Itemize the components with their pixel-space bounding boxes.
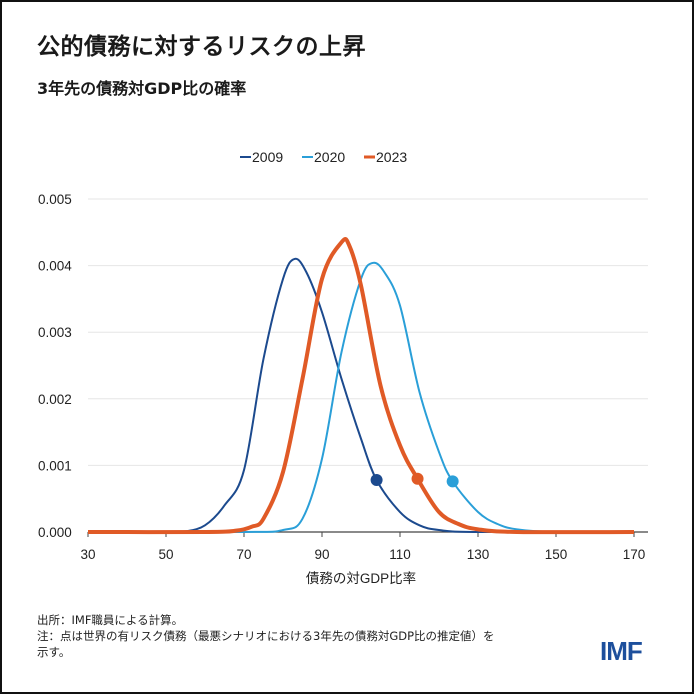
- x-tick-label: 150: [545, 547, 568, 562]
- y-tick-label: 0.000: [38, 525, 72, 540]
- x-tick-label: 90: [314, 547, 329, 562]
- imf-logo: IMF: [600, 636, 643, 666]
- note-line-2: 示す。: [37, 645, 71, 659]
- x-tick-label: 30: [80, 547, 95, 562]
- y-tick-label: 0.001: [38, 458, 72, 473]
- series-line-2009: [87, 257, 635, 534]
- source-note: 出所：IMF職員による計算。: [37, 613, 184, 627]
- chart-subtitle: 3年先の債務対GDP比の確率: [37, 79, 247, 98]
- series-line-2020: [87, 261, 635, 534]
- legend-label-2009: 2009: [252, 149, 283, 165]
- debt-at-risk-marker-2009: [370, 474, 383, 487]
- legend-label-2023: 2023: [376, 149, 407, 165]
- y-tick-label: 0.005: [38, 192, 72, 207]
- x-axis-label: 債務の対GDP比率: [306, 570, 416, 586]
- legend-label-2020: 2020: [314, 149, 345, 165]
- footnotes: 出所：IMF職員による計算。 注：点は世界の有リスク債務（最悪シナリオにおける3…: [37, 612, 587, 660]
- x-tick-label: 130: [467, 547, 490, 562]
- chart-title: 公的債務に対するリスクの上昇: [37, 34, 366, 60]
- note-line-1: 注：点は世界の有リスク債務（最悪シナリオにおける3年先の債務対GDP比の推定値）…: [37, 629, 495, 643]
- debt-at-risk-marker-2023: [411, 472, 424, 485]
- x-tick-label: 70: [236, 547, 251, 562]
- x-tick-label: 110: [389, 547, 411, 562]
- debt-at-risk-marker-2020: [446, 475, 459, 488]
- y-tick-label: 0.003: [38, 325, 72, 340]
- y-tick-label: 0.002: [38, 392, 72, 407]
- x-tick-label: 170: [623, 547, 646, 562]
- y-tick-label: 0.004: [38, 259, 72, 274]
- series-line-2023: [87, 237, 635, 535]
- x-tick-label: 50: [158, 547, 173, 562]
